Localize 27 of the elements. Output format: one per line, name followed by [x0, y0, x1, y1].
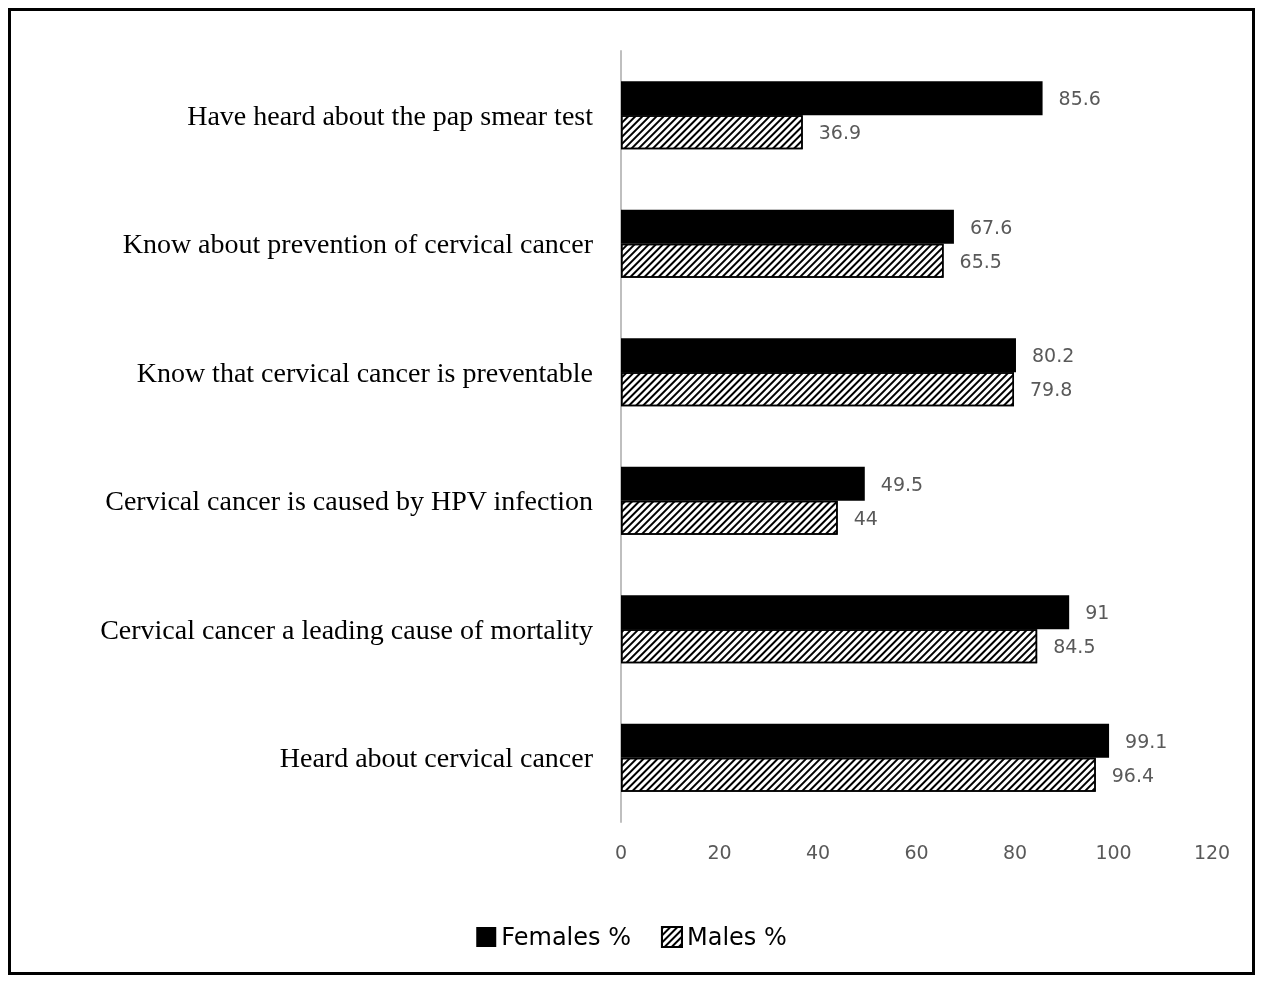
data-label: 79.8	[1030, 378, 1073, 401]
y-tick-label: Cervical cancer a leading cause of mortality	[100, 613, 593, 645]
data-label: 67.6	[969, 215, 1013, 238]
data-label: 85.6	[1058, 87, 1101, 110]
data-label: 96.4	[1111, 763, 1155, 786]
data-label: 36.9	[818, 121, 862, 144]
y-tick-label: Have heard about the pap smear test	[187, 99, 594, 131]
data-label: 80.2	[1031, 344, 1075, 367]
data-label: 65.5	[959, 249, 1002, 272]
x-tick-label: 120	[1193, 840, 1231, 863]
legend-label: Females %	[501, 923, 631, 951]
y-tick-label: Heard about cervical cancer	[279, 742, 594, 774]
data-label: 84.5	[1053, 635, 1096, 658]
data-label: 44	[853, 506, 878, 529]
data-label: 99.1	[1125, 729, 1168, 752]
y-tick-label: Cervical cancer is caused by HPV infection	[105, 485, 593, 517]
data-label: 49.5	[880, 472, 924, 495]
legend-label: Males %	[686, 923, 787, 951]
x-tick-label: 100	[1095, 840, 1132, 863]
x-tick-label: 80	[1002, 840, 1028, 863]
y-tick-label: Know about prevention of cervical cancer	[122, 228, 594, 260]
x-tick-label: 60	[904, 840, 929, 863]
data-label: 91	[1085, 601, 1110, 624]
x-tick-label: 20	[707, 840, 732, 863]
y-tick-label: Know that cervical cancer is preventable	[136, 356, 593, 388]
x-tick-label: 40	[805, 840, 831, 863]
x-tick-label: 0	[614, 840, 628, 863]
